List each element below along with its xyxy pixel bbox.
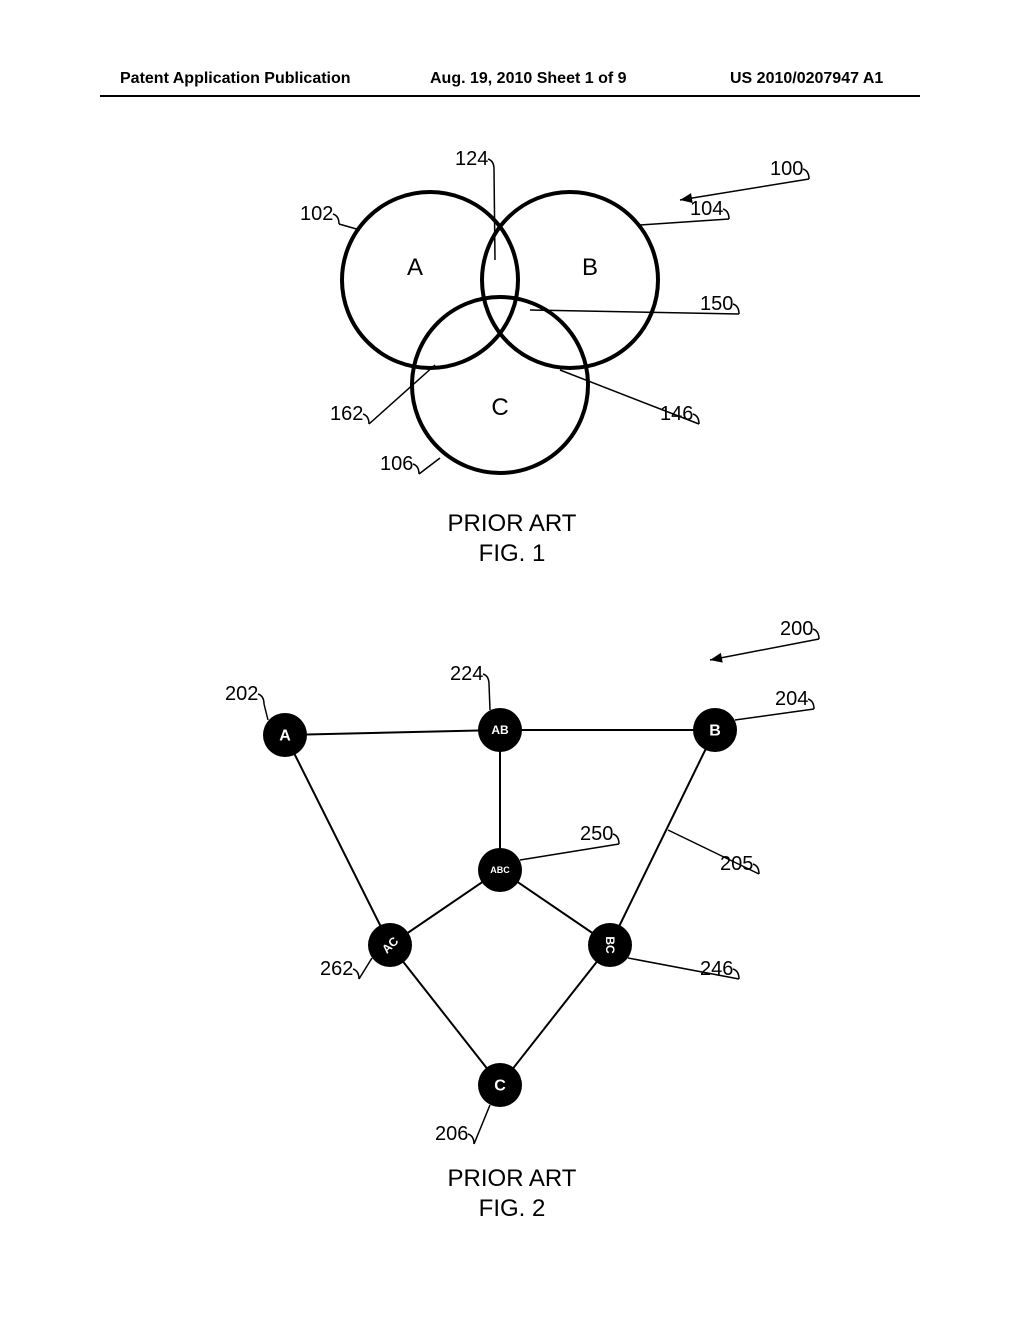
svg-text:150: 150 [700,293,733,315]
svg-text:BC: BC [603,936,617,954]
svg-text:106: 106 [380,453,413,475]
svg-text:162: 162 [330,403,363,425]
svg-text:C: C [491,394,508,421]
fig2-caption2: FIG. 2 [0,1195,1024,1223]
svg-text:262: 262 [320,958,353,980]
svg-text:B: B [582,254,598,281]
svg-text:104: 104 [690,198,723,220]
svg-text:100: 100 [770,158,803,180]
svg-text:102: 102 [300,203,333,225]
fig1-caption2: FIG. 1 [0,540,1024,568]
svg-text:250: 250 [580,823,613,845]
svg-text:204: 204 [775,688,808,710]
svg-text:206: 206 [435,1123,468,1145]
svg-text:146: 146 [660,403,693,425]
svg-text:B: B [709,723,721,740]
svg-text:A: A [279,728,291,745]
svg-text:224: 224 [450,663,483,685]
svg-text:124: 124 [455,148,488,170]
fig1-caption1: PRIOR ART [0,510,1024,538]
svg-text:200: 200 [780,618,813,640]
svg-text:AB: AB [491,723,509,737]
patent-page: Patent Application Publication Aug. 19, … [0,0,1024,1320]
svg-text:C: C [494,1078,506,1095]
svg-text:202: 202 [225,683,258,705]
svg-text:ABC: ABC [490,865,510,875]
fig2-caption1: PRIOR ART [0,1165,1024,1193]
svg-text:A: A [407,254,423,281]
